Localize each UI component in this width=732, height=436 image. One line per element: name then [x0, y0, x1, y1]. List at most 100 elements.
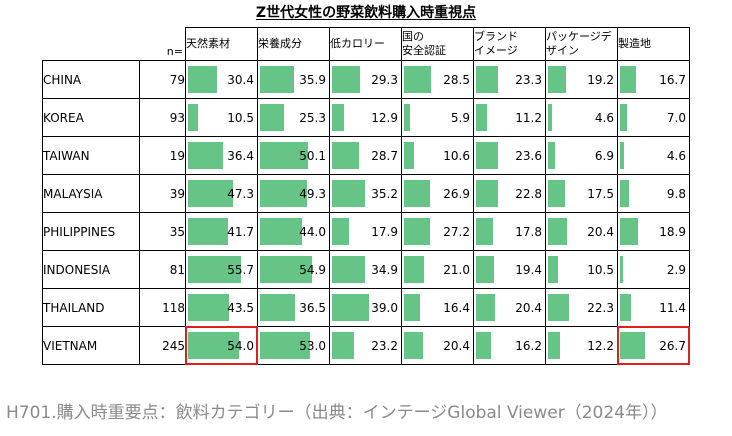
bar-value-label: 25.3: [299, 110, 326, 125]
bar-cell: 53.0: [257, 326, 330, 365]
bar: [548, 104, 552, 131]
bar: [332, 142, 359, 169]
bar: [260, 104, 284, 131]
bar-value-label: 49.3: [299, 186, 326, 201]
sample-size: 79: [139, 60, 186, 99]
bar-value-label: 35.9: [299, 72, 326, 87]
bar: [260, 142, 308, 169]
bar: [404, 332, 423, 359]
bar: [332, 180, 365, 207]
bar-value-label: 22.8: [515, 186, 542, 201]
bar: [620, 104, 627, 131]
bar-value-label: 23.2: [371, 338, 398, 353]
bar-value-label: 39.0: [371, 300, 398, 315]
bar-value-label: 11.2: [515, 110, 542, 125]
bar: [548, 180, 565, 207]
column-header: 天然素材: [185, 27, 258, 61]
bar-cell: 26.7: [617, 326, 690, 365]
bar-cell: 22.8: [473, 174, 546, 213]
bar-cell: 21.0: [401, 250, 474, 289]
bar: [260, 218, 302, 245]
table-row: VIETNAM 245 54.0 53.0 23.2 20.4 16.2 12.2 26.7: [42, 326, 690, 365]
bar-cell: 36.4: [185, 136, 258, 175]
bar: [620, 256, 623, 283]
bar-value-label: 9.8: [666, 186, 686, 201]
bar-cell: 50.1: [257, 136, 330, 175]
bar-value-label: 6.9: [594, 148, 614, 163]
bar: [620, 66, 636, 93]
bar: [620, 332, 645, 359]
bar-cell: 17.5: [545, 174, 618, 213]
bar: [476, 66, 498, 93]
bar-cell: 2.9: [617, 250, 690, 289]
column-header: 国の 安全認証: [401, 27, 474, 61]
table-row: CHINA 79 30.4 35.9 29.3 28.5 23.3 19.2 16.7: [42, 60, 690, 99]
bar: [548, 256, 558, 283]
bar: [188, 332, 239, 359]
bar-cell: 23.6: [473, 136, 546, 175]
bar-cell: 5.9: [401, 98, 474, 137]
bar-cell: 54.9: [257, 250, 330, 289]
bar-cell: 54.0: [185, 326, 258, 365]
bar: [404, 218, 430, 245]
bar-cell: 6.9: [545, 136, 618, 175]
bar: [620, 180, 629, 207]
country-label: KOREA: [42, 98, 140, 137]
bar-cell: 9.8: [617, 174, 690, 213]
bar-cell: 20.4: [473, 288, 546, 327]
table-row: INDONESIA 81 55.7 54.9 34.9 21.0 19.4 10.5 2.9: [42, 250, 690, 289]
bar-value-label: 54.9: [299, 262, 326, 277]
bar-cell: 19.2: [545, 60, 618, 99]
bar-value-label: 12.2: [587, 338, 614, 353]
data-table: n= 天然素材 栄養成分 低カロリー 国の 安全認証 ブランド イメージ パッケージデ ザ…: [42, 27, 690, 365]
chart-title: Z世代女性の野菜飲料購入時重視点: [255, 5, 477, 21]
bar-value-label: 41.7: [227, 224, 254, 239]
bar-value-label: 23.6: [515, 148, 542, 163]
bar-value-label: 50.1: [299, 148, 326, 163]
country-label: VIETNAM: [42, 326, 140, 365]
n-header-cell: n=: [42, 27, 186, 61]
bar-cell: 16.7: [617, 60, 690, 99]
bar-value-label: 16.7: [659, 72, 686, 87]
bar: [620, 294, 631, 321]
bar-cell: 16.4: [401, 288, 474, 327]
bar-cell: 36.5: [257, 288, 330, 327]
column-header: 栄養成分: [257, 27, 330, 61]
sample-size: 81: [139, 250, 186, 289]
bar: [332, 332, 354, 359]
bar-cell: 7.0: [617, 98, 690, 137]
bar-value-label: 12.9: [371, 110, 398, 125]
bar: [332, 66, 360, 93]
bar-value-label: 53.0: [299, 338, 326, 353]
country-label: PHILIPPINES: [42, 212, 140, 251]
bar: [188, 256, 241, 283]
bar-value-label: 55.7: [227, 262, 254, 277]
bar-value-label: 2.9: [666, 262, 686, 277]
bar-cell: 4.6: [545, 98, 618, 137]
bar-cell: 35.2: [329, 174, 402, 213]
bar: [476, 294, 495, 321]
bar: [404, 104, 410, 131]
bar: [332, 104, 344, 131]
bar-value-label: 54.0: [227, 338, 254, 353]
bar-cell: 49.3: [257, 174, 330, 213]
bar: [548, 66, 566, 93]
bar-cell: 34.9: [329, 250, 402, 289]
bar-cell: 16.2: [473, 326, 546, 365]
bar-cell: 11.2: [473, 98, 546, 137]
bar: [548, 218, 567, 245]
bar: [404, 294, 420, 321]
country-label: THAILAND: [42, 288, 140, 327]
bar: [188, 218, 228, 245]
bar-cell: 25.3: [257, 98, 330, 137]
bar-value-label: 10.6: [443, 148, 470, 163]
bar: [548, 294, 569, 321]
country-label: CHINA: [42, 60, 140, 99]
bar: [476, 218, 493, 245]
sample-size: 39: [139, 174, 186, 213]
country-label: MALAYSIA: [42, 174, 140, 213]
bar-value-label: 29.3: [371, 72, 398, 87]
bar-value-label: 36.4: [227, 148, 254, 163]
bar: [332, 256, 365, 283]
bar-cell: 17.8: [473, 212, 546, 251]
